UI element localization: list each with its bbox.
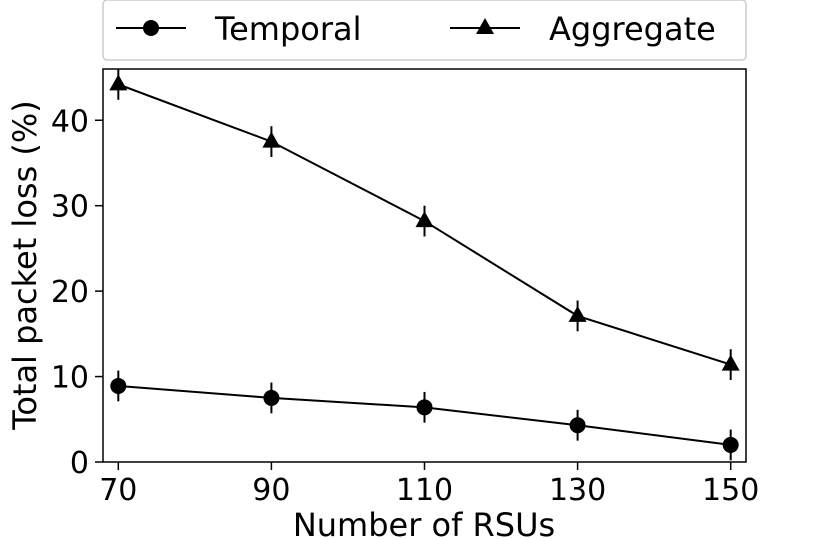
y-tick-label-20: 20 <box>51 275 89 310</box>
series-aggregate <box>109 69 740 380</box>
point-temporal-90 <box>263 389 280 406</box>
series-layer <box>109 69 740 461</box>
y-tick-label-30: 30 <box>51 190 89 225</box>
legend-box <box>102 0 747 61</box>
point-temporal-150 <box>722 436 739 453</box>
legend: Temporal Aggregate <box>102 0 747 61</box>
point-temporal-130 <box>569 417 586 434</box>
point-aggregate-150 <box>721 354 740 371</box>
x-tick-label-70: 70 <box>99 473 137 508</box>
point-temporal-70 <box>110 377 127 394</box>
x-tick-label-150: 150 <box>702 473 759 508</box>
point-aggregate-130 <box>568 305 587 322</box>
legend-label-temporal: Temporal <box>214 10 362 48</box>
x-tick-label-90: 90 <box>252 473 290 508</box>
point-temporal-110 <box>416 399 433 416</box>
series-temporal <box>110 370 739 461</box>
x-tick-label-110: 110 <box>396 473 453 508</box>
y-tick-label-10: 10 <box>51 361 89 396</box>
y-tick-label-0: 0 <box>70 446 89 481</box>
legend-marker-aggregate <box>476 18 494 34</box>
axis-ticks: 70 90 110 130 150 0 10 20 30 40 <box>51 104 760 508</box>
legend-label-aggregate: Aggregate <box>549 10 716 48</box>
x-tick-label-130: 130 <box>549 473 606 508</box>
x-axis-label: Number of RSUs <box>293 506 555 539</box>
point-aggregate-90 <box>262 131 281 148</box>
y-axis-label: Total packet loss (%) <box>6 100 44 431</box>
y-tick-label-40: 40 <box>51 104 89 139</box>
point-aggregate-70 <box>109 74 128 91</box>
legend-marker-temporal <box>143 20 159 36</box>
point-aggregate-110 <box>415 211 434 228</box>
plot-frame <box>102 68 747 463</box>
